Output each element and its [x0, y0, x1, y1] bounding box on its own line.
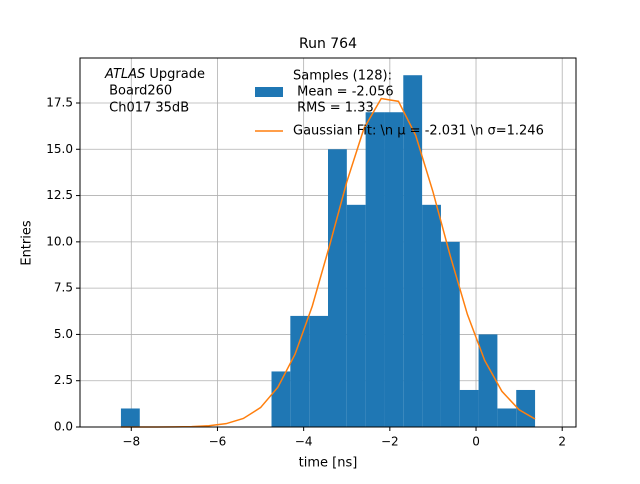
x-tick-label: −4	[295, 435, 313, 449]
y-tick-label: 17.5	[46, 95, 73, 109]
annotation-line: ATLAS Upgrade	[104, 67, 205, 82]
legend-swatch	[255, 87, 283, 97]
bar	[516, 389, 536, 427]
legend: Samples (128): Mean = -2.056 RMS = 1.33 G…	[255, 69, 544, 139]
bar	[440, 241, 460, 427]
bar	[459, 389, 479, 427]
marks	[120, 75, 536, 428]
y-tick-label: 10.0	[46, 234, 73, 248]
bar	[422, 204, 441, 427]
ticks: −8 −6 −4 −2 0 2 0.0 2.5 5.0 7.5 10.0 12.5 15.0 17.5	[46, 95, 566, 448]
x-tick-label: 2	[558, 435, 566, 449]
y-tick-label: 12.5	[46, 188, 73, 202]
y-tick-label: 7.5	[54, 281, 73, 295]
bar	[384, 112, 404, 428]
y-tick-label: 0.0	[54, 420, 73, 434]
bar	[271, 371, 291, 427]
legend-label: Gaussian Fit: \n μ = -2.031 \n σ=1.246	[293, 124, 544, 139]
bar	[365, 112, 385, 428]
x-tick-label: 0	[472, 435, 480, 449]
annotation-line: Board260	[105, 84, 172, 99]
bar	[120, 408, 140, 427]
legend-label: Mean = -2.056	[293, 85, 394, 100]
bar	[290, 315, 310, 427]
chart-title: Run 764	[299, 36, 357, 52]
bar	[497, 408, 517, 427]
bar	[309, 315, 328, 427]
annotation-line: Ch017 35dB	[105, 101, 189, 116]
annotation-text: Upgrade	[145, 67, 205, 82]
legend-label: Samples (128):	[293, 69, 392, 84]
x-tick-label: −8	[122, 435, 140, 449]
axes-frame	[79, 57, 577, 428]
annotation: ATLAS Upgrade Board260 Ch017 35dB	[104, 67, 205, 116]
y-tick-label: 15.0	[46, 142, 73, 156]
legend-label: RMS = 1.33	[293, 101, 374, 116]
x-axis-label: time [ns]	[299, 456, 358, 471]
bar	[346, 204, 366, 427]
x-tick-label: −2	[381, 435, 399, 449]
annotation-italic: ATLAS	[104, 67, 145, 82]
y-axis-label: Entries	[20, 220, 35, 266]
y-tick-label: 2.5	[54, 373, 73, 387]
bar	[478, 334, 498, 427]
x-tick-label: −6	[209, 435, 227, 449]
bar	[403, 75, 423, 428]
y-tick-label: 5.0	[54, 327, 73, 341]
bar	[328, 149, 347, 428]
